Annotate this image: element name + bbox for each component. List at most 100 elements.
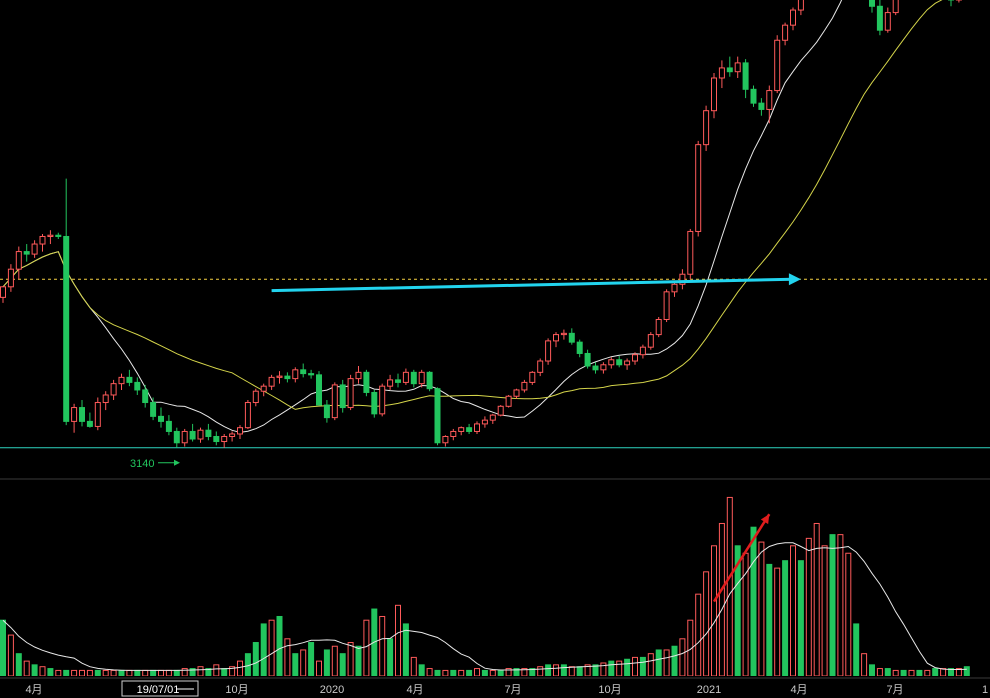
volume-bar (940, 668, 947, 676)
candle-body (434, 388, 441, 444)
volume-bar (173, 669, 180, 676)
candle (79, 400, 85, 427)
volume-bar (489, 669, 496, 676)
candle (284, 372, 291, 383)
candle-body (410, 371, 417, 385)
candle (568, 328, 575, 345)
x-tick-label: 2020 (320, 684, 344, 696)
ma-long-line (2, 0, 943, 410)
candle (244, 400, 251, 429)
candle (158, 407, 164, 428)
volume-bar (655, 649, 662, 676)
candle (663, 289, 670, 323)
candle (679, 269, 686, 290)
candle (647, 332, 654, 350)
candle-body (205, 429, 212, 437)
volume-bar (663, 649, 670, 676)
candle (529, 371, 536, 385)
candle (655, 316, 662, 338)
candle-body (695, 144, 702, 232)
candle-body (624, 360, 631, 366)
x-axis: 4月 19/07/01 10月 2020 4月 7月 10月 2021 4月 7月 1 (0, 677, 990, 697)
volume-bar (158, 669, 164, 676)
candle (316, 371, 322, 406)
candle (31, 240, 38, 258)
candle-body (110, 383, 117, 396)
candle-body (655, 319, 662, 336)
candle-body (876, 5, 883, 31)
candle (55, 232, 62, 239)
volume-bar (782, 560, 789, 676)
candle (181, 428, 188, 447)
candle (505, 394, 512, 408)
volume-bar (189, 668, 196, 676)
candle-body (742, 62, 749, 90)
candle-body (63, 235, 70, 422)
volume-bar (355, 645, 362, 676)
volume-bar (458, 669, 465, 676)
candle (616, 355, 623, 368)
volume-bar (205, 668, 212, 676)
candle-body (790, 9, 796, 26)
candle (276, 371, 283, 384)
candle-body (15, 251, 22, 270)
volume-bar (545, 664, 552, 676)
volume-bar (750, 526, 757, 676)
candle-body (94, 402, 101, 427)
candle-body (300, 369, 307, 375)
candle (142, 384, 149, 408)
volume-bar (181, 668, 188, 676)
candle-body (150, 402, 157, 417)
candle-body (671, 283, 678, 293)
candle (537, 358, 544, 377)
candle (869, 0, 875, 13)
candle (797, 0, 804, 16)
candle (687, 228, 694, 280)
candle (237, 425, 243, 440)
volume-bar (671, 645, 678, 676)
volume-bar (695, 593, 702, 676)
candle (474, 421, 480, 434)
volume-bar (450, 669, 457, 676)
candle (173, 427, 180, 448)
candle-body (7, 268, 14, 288)
volume-bar (955, 668, 962, 676)
candle-body (734, 62, 741, 73)
candle-body (79, 407, 85, 422)
volume-bar (537, 666, 544, 676)
candle-body (560, 332, 567, 336)
candle-body (892, 0, 899, 14)
volume-bar (876, 668, 883, 676)
candle (260, 383, 267, 397)
candle-body (363, 371, 370, 393)
x-tick-label: 10月 (225, 684, 248, 696)
volume-bar (47, 668, 54, 676)
candle-body (292, 369, 299, 380)
candle (86, 412, 93, 428)
candle-body (797, 0, 804, 11)
candle-body (402, 371, 409, 383)
candle (711, 72, 717, 119)
volume-bar (260, 623, 267, 676)
candle (600, 362, 607, 374)
volume-bar (387, 638, 394, 676)
volume-bar (553, 664, 559, 676)
candle-body (663, 291, 670, 321)
volume-bar (86, 669, 93, 676)
volume-bar (363, 619, 370, 676)
x-tick-label: 7月 (886, 684, 903, 696)
candle (718, 60, 725, 89)
candle-body (592, 365, 599, 371)
candle (7, 264, 14, 292)
candle-body (782, 24, 789, 41)
x-tick-label: 10月 (598, 684, 621, 696)
candle (379, 383, 386, 417)
ma-short-line (2, 0, 843, 433)
candle-body (466, 427, 473, 432)
candle (481, 416, 488, 428)
candle (94, 397, 101, 431)
candle (308, 369, 315, 379)
volume-bar (31, 664, 38, 676)
candle (426, 371, 433, 392)
